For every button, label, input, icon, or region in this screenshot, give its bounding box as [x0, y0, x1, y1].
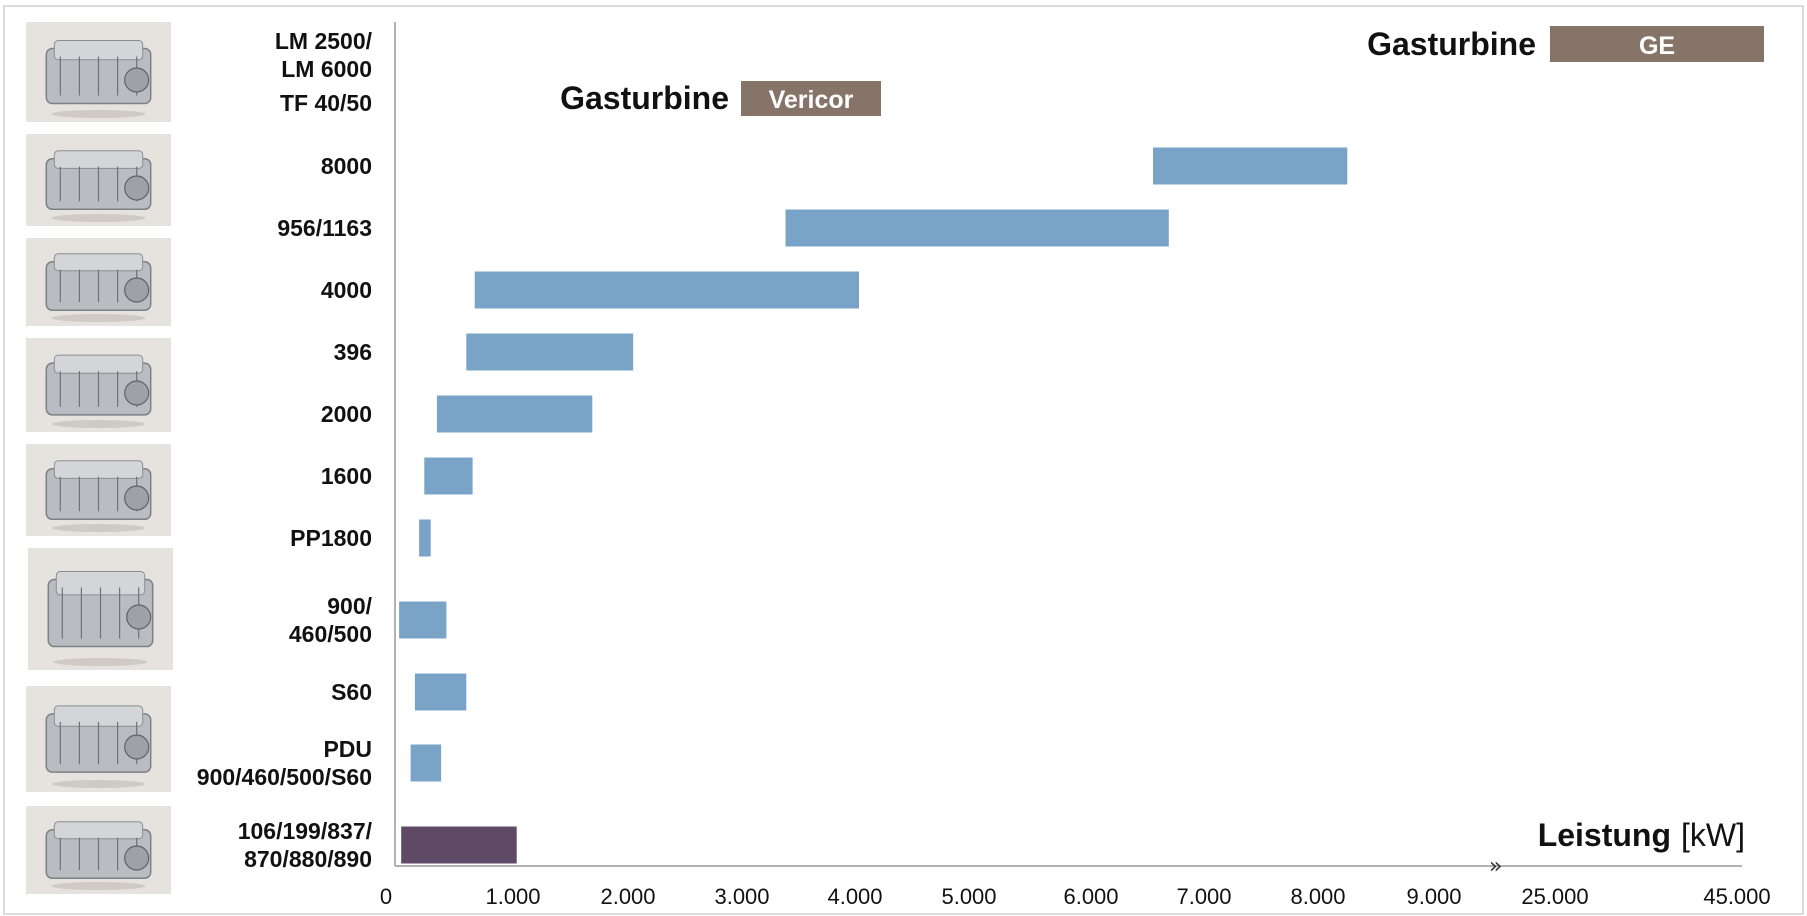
annotation-ge-box: [1550, 26, 1764, 62]
category-label-line: 8000: [321, 153, 372, 179]
category-label-line: 396: [334, 339, 372, 365]
annotation-vericor-title: Gasturbine: [560, 80, 729, 116]
category-label: 4000: [321, 277, 372, 303]
category-label: S60: [331, 679, 372, 705]
category-label: 1600: [321, 463, 372, 489]
category-label-line: 460/500: [289, 621, 372, 647]
annotation-vericor-label: Vericor: [769, 86, 854, 114]
x-tick-label: 1.000: [485, 884, 540, 909]
category-label: 956/1163: [277, 215, 372, 241]
category-label-line: 956/1163: [277, 215, 372, 241]
annotation-vericor-box: [741, 81, 881, 116]
series-900-engine-image: [28, 548, 173, 670]
bar-4000: [474, 271, 859, 309]
category-label-line: PDU: [323, 736, 372, 762]
x-tick-labels: 0 1.000 2.000 3.000 4.000 5.000 6.000 7.000 8.00…: [380, 884, 1771, 909]
x-tick-label: 6.000: [1063, 884, 1118, 909]
category-label-line: 106/199/837/: [238, 818, 373, 844]
category-label-line: 4000: [321, 277, 372, 303]
category-labels: LM 2500/LM 6000 TF 40/50 8000 956/1163 4000 3…: [197, 28, 373, 872]
category-label: 396: [334, 339, 372, 365]
x-tick-label: 2.000: [600, 884, 655, 909]
category-label: PDU 900/460/500/S60: [197, 736, 372, 790]
bar-2000: [436, 395, 593, 433]
series-1600-engine-image: [26, 444, 171, 536]
x-tick-label: 0: [380, 884, 392, 909]
bar-956-1163: [785, 209, 1169, 247]
category-label-line: LM 6000: [281, 56, 372, 82]
x-tick-label: 7.000: [1176, 884, 1231, 909]
category-label: LM 2500/LM 6000: [275, 28, 373, 82]
category-label-line: TF 40/50: [280, 90, 372, 116]
series-8000-engine-image: [26, 134, 171, 226]
bar-s60: [414, 673, 467, 711]
x-axis-title-bold: Leistung: [1538, 817, 1671, 853]
category-label: 8000: [321, 153, 372, 179]
category-label-line: 870/880/890: [244, 846, 372, 872]
category-label: TF 40/50: [280, 90, 372, 116]
annotation-ge-label: GE: [1639, 32, 1675, 60]
category-label-line: 900/460/500/S60: [197, 764, 372, 790]
engine-thumbnails: [26, 22, 173, 894]
bar-396: [466, 333, 634, 371]
category-label: PP1800: [290, 525, 372, 551]
small-engine-image: [26, 806, 171, 894]
bar-106-199-837-870-880-890: [401, 826, 517, 864]
x-tick-label: 3.000: [714, 884, 769, 909]
category-label: 2000: [321, 401, 372, 427]
x-tick-label: 9.000: [1406, 884, 1461, 909]
bars-group: [399, 147, 1348, 864]
series-4000-engine-image: [26, 238, 171, 326]
category-label: 900/460/500: [289, 593, 373, 647]
x-tick-label: 45.000: [1703, 884, 1770, 909]
category-label: 106/199/837/870/880/890: [238, 818, 373, 872]
gas-turbine-image: [26, 22, 171, 122]
annotation-ge-title: Gasturbine: [1367, 26, 1536, 62]
category-label-line: PP1800: [290, 525, 372, 551]
bar-900-460-500: [399, 601, 447, 639]
category-label-line: 900/: [327, 593, 372, 619]
bar-8000: [1153, 147, 1348, 185]
bar-pp1800: [419, 519, 431, 557]
series-2000-engine-image: [26, 338, 171, 432]
x-tick-label: 8.000: [1290, 884, 1345, 909]
category-label-line: S60: [331, 679, 372, 705]
bar-1600: [424, 457, 473, 495]
x-tick-label: 25.000: [1521, 884, 1588, 909]
x-tick-label: 4.000: [827, 884, 882, 909]
bar-pdu900-460-500-s60: [410, 744, 442, 782]
category-label-line: LM 2500/: [275, 28, 373, 54]
category-label-line: 2000: [321, 401, 372, 427]
axis-break-icon: »: [1489, 854, 1502, 879]
annotation-vericor: Gasturbine Vericor: [560, 80, 881, 116]
chart-frame: [3, 5, 1804, 915]
x-axis-title: Leistung [kW]: [1538, 817, 1745, 853]
x-axis-title-unit: [kW]: [1681, 817, 1745, 853]
category-label-line: 1600: [321, 463, 372, 489]
series-60-engine-image: [26, 686, 171, 792]
annotation-ge: Gasturbine GE: [1367, 26, 1764, 62]
x-tick-label: 5.000: [941, 884, 996, 909]
